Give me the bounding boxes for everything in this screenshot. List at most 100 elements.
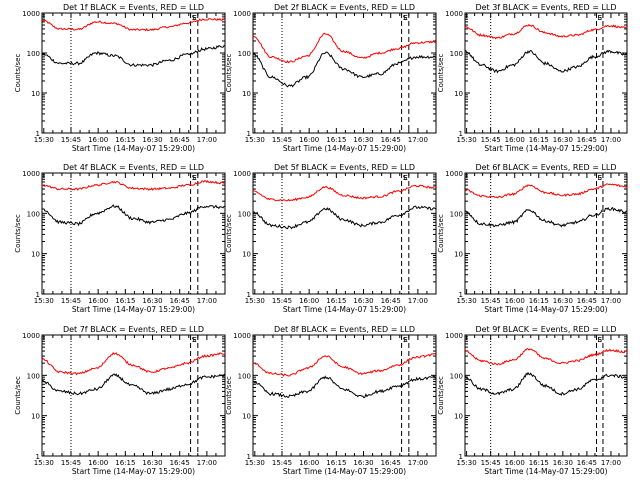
- x-tick-label: 16:15: [529, 136, 549, 144]
- x-tick-label: 16:30: [142, 297, 162, 305]
- x-tick-label: 16:00: [88, 459, 108, 467]
- y-tick-label: 10: [454, 251, 463, 259]
- x-tick-label: 17:00: [197, 297, 217, 305]
- series-events: [41, 204, 226, 227]
- x-tick-label: 15:30: [245, 459, 265, 467]
- x-tick-label: 16:45: [577, 297, 597, 305]
- series-lld: [41, 17, 226, 32]
- y-tick-label: 1000: [22, 170, 40, 178]
- x-tick-label: 16:15: [115, 459, 135, 467]
- panel-6: Det 6f BLACK = Events, RED = LLD 1 10 100 10…: [437, 163, 628, 314]
- y-axis-label: Counts/sec: [14, 54, 22, 93]
- series-lld: [252, 353, 437, 377]
- panel-title: Det 2f BLACK = Events, RED = LLD: [274, 3, 415, 12]
- y-axis-label: Counts/sec: [437, 376, 445, 415]
- panel-title: Det 9f BLACK = Events, RED = LLD: [475, 325, 616, 334]
- x-tick-label: 15:30: [34, 297, 54, 305]
- series-events: [464, 371, 628, 396]
- y-tick-label: 100: [450, 210, 463, 218]
- plot-frame: [41, 12, 226, 134]
- series-events: [252, 51, 437, 88]
- panel-title: Det 8f BLACK = Events, RED = LLD: [274, 325, 415, 334]
- x-tick-label: 15:45: [481, 459, 501, 467]
- y-tick-label: 100: [27, 210, 40, 218]
- x-tick-label: 16:30: [553, 136, 573, 144]
- x-tick-label: 16:45: [170, 297, 190, 305]
- start-marker: S: [403, 174, 408, 182]
- y-tick-label: 1000: [233, 170, 251, 178]
- x-tick-label: 16:45: [170, 459, 190, 467]
- y-tick-label: 1: [36, 130, 40, 138]
- x-tick-label: 16:45: [577, 459, 597, 467]
- x-tick-label: 15:30: [245, 297, 265, 305]
- panel-title: Det 4f BLACK = Events, RED = LLD: [63, 163, 204, 172]
- y-tick-label: 1: [247, 453, 251, 461]
- y-tick-label: 10: [242, 90, 251, 98]
- x-tick-label: 16:15: [326, 297, 346, 305]
- series-events: [41, 373, 226, 396]
- x-axis-label: Start Time (14-May-07 15:29:00): [484, 144, 607, 153]
- start-marker: S: [598, 174, 603, 182]
- x-tick-label: 17:00: [408, 136, 428, 144]
- y-tick-label: 1: [36, 291, 40, 299]
- y-tick-label: 1000: [22, 10, 40, 18]
- panel-title: Det 6f BLACK = Events, RED = LLD: [475, 163, 616, 172]
- start-marker: S: [598, 336, 603, 344]
- x-tick-label: 15:45: [481, 297, 501, 305]
- x-tick-label: 16:15: [529, 297, 549, 305]
- x-axis-label: Start Time (14-May-07 15:29:00): [72, 305, 195, 314]
- x-tick-label: 16:15: [326, 136, 346, 144]
- x-axis-label: Start Time (14-May-07 15:29:00): [283, 305, 406, 314]
- y-axis-label: Counts/sec: [225, 54, 233, 93]
- y-axis-label: Counts/sec: [14, 214, 22, 253]
- y-tick-label: 100: [238, 210, 251, 218]
- panel-5: Det 5f BLACK = Events, RED = LLD 1 10 100 10…: [225, 163, 437, 314]
- end-marker: E: [598, 174, 602, 182]
- x-tick-label: 16:45: [381, 297, 401, 305]
- x-tick-label: 16:30: [142, 136, 162, 144]
- x-tick-label: 16:30: [353, 459, 373, 467]
- end-marker: E: [403, 14, 407, 22]
- end-marker: E: [192, 174, 196, 182]
- y-tick-label: 1000: [445, 10, 463, 18]
- x-tick-label: 17:00: [408, 297, 428, 305]
- x-tick-label: 16:30: [553, 297, 573, 305]
- x-tick-label: 16:15: [326, 459, 346, 467]
- x-tick-label: 16:15: [115, 136, 135, 144]
- x-tick-label: 15:45: [481, 136, 501, 144]
- start-marker: S: [192, 336, 197, 344]
- x-axis-label: Start Time (14-May-07 15:29:00): [72, 144, 195, 153]
- x-tick-label: 17:00: [197, 459, 217, 467]
- x-tick-label: 15:45: [272, 136, 292, 144]
- panel-title: Det 3f BLACK = Events, RED = LLD: [475, 3, 616, 12]
- y-axis-label: Counts/sec: [225, 376, 233, 415]
- y-tick-label: 100: [27, 372, 40, 380]
- y-tick-label: 1: [247, 130, 251, 138]
- x-axis-label: Start Time (14-May-07 15:29:00): [283, 144, 406, 153]
- plot-frame: [252, 12, 437, 134]
- x-tick-label: 15:30: [34, 136, 54, 144]
- plot-frame: [41, 172, 226, 295]
- x-tick-label: 16:30: [353, 297, 373, 305]
- y-tick-label: 100: [450, 372, 463, 380]
- y-axis-label: Counts/sec: [437, 214, 445, 253]
- start-marker: S: [598, 14, 603, 22]
- series-lld: [464, 347, 628, 366]
- x-tick-label: 17:00: [601, 459, 621, 467]
- x-tick-label: 15:30: [457, 136, 477, 144]
- x-tick-label: 17:00: [197, 136, 217, 144]
- y-axis-label: Counts/sec: [225, 214, 233, 253]
- x-tick-label: 16:00: [505, 459, 525, 467]
- x-tick-label: 16:00: [88, 136, 108, 144]
- series-events: [465, 49, 628, 74]
- x-tick-label: 16:15: [115, 297, 135, 305]
- start-marker: S: [192, 14, 197, 22]
- y-tick-label: 1000: [445, 170, 463, 178]
- y-tick-label: 10: [242, 251, 251, 259]
- panel-4: Det 4f BLACK = Events, RED = LLD 1 10 100 10…: [14, 163, 226, 314]
- start-marker: S: [403, 14, 408, 22]
- y-tick-label: 10: [242, 413, 251, 421]
- plot-frame: [252, 334, 437, 457]
